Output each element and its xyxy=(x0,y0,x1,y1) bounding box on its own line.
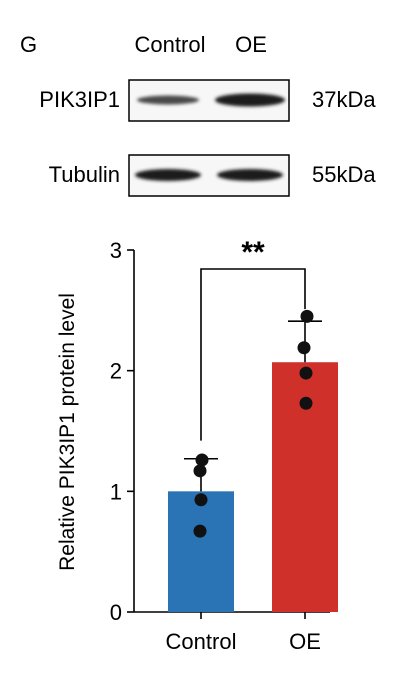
panel-label: G xyxy=(20,32,37,57)
blot-band-oe-tubulin xyxy=(217,169,283,181)
lane-label-oe: OE xyxy=(235,32,267,57)
blot-band-oe-pik3ip1 xyxy=(215,93,285,107)
bars xyxy=(168,362,338,612)
data-point-1-3 xyxy=(299,396,313,410)
data-point-0-1 xyxy=(193,464,207,478)
y-tick-label-1: 1 xyxy=(110,479,122,504)
significance-label: ** xyxy=(241,236,265,269)
data-point-0-0 xyxy=(195,453,209,467)
blot-row-tubulin: Tubulin 55kDa xyxy=(49,154,376,197)
blot-protein-label-pik3ip1: PIK3IP1 xyxy=(39,87,120,112)
data-point-1-2 xyxy=(299,366,313,380)
data-point-0-3 xyxy=(193,524,207,538)
blot-size-label-tubulin: 55kDa xyxy=(312,162,376,187)
data-points xyxy=(193,309,314,538)
blot-band-control-tubulin xyxy=(135,169,201,181)
bar-chart: Relative PIK3IP1 protein level 0 1 2 3 Cont… xyxy=(56,236,338,654)
significance-bracket-line xyxy=(200,268,306,441)
significance-bracket: ** xyxy=(200,236,306,441)
data-point-0-2 xyxy=(194,493,208,507)
y-tick-label-0: 0 xyxy=(110,600,122,625)
blot-row-pik3ip1: PIK3IP1 37kDa xyxy=(39,79,376,122)
bar-control xyxy=(168,491,234,612)
x-ticks: Control OE xyxy=(166,612,321,654)
y-tick-label-2: 2 xyxy=(110,359,122,384)
lane-label-control: Control xyxy=(135,32,206,57)
y-axis-label: Relative PIK3IP1 protein level xyxy=(56,293,79,571)
y-ticks: 0 1 2 3 xyxy=(110,238,134,625)
data-point-1-1 xyxy=(297,341,311,355)
blot-band-control-pik3ip1 xyxy=(137,95,199,105)
data-point-1-0 xyxy=(300,309,314,323)
y-tick-label-3: 3 xyxy=(110,238,122,263)
x-tick-label-oe: OE xyxy=(289,629,321,654)
x-tick-label-control: Control xyxy=(166,629,237,654)
blot-protein-label-tubulin: Tubulin xyxy=(49,162,120,187)
blot-size-label-pik3ip1: 37kDa xyxy=(312,87,376,112)
